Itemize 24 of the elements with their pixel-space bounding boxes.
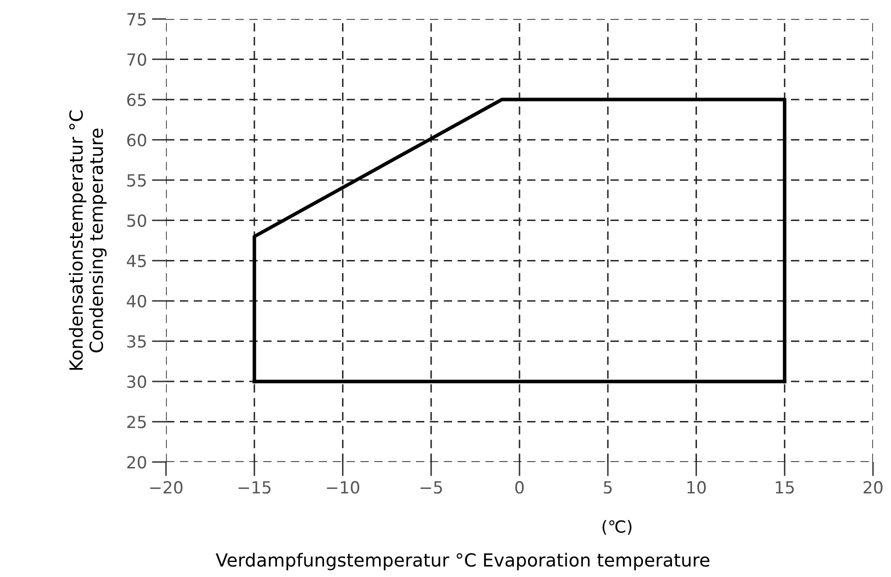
x-tick-label: −20 (150, 481, 182, 494)
y-tick-label: 60 (127, 134, 146, 146)
y-tick-label: 50 (127, 214, 146, 227)
x-tick-label: −10 (326, 481, 360, 494)
text: (℃) (602, 520, 632, 535)
y-tick-label: 30 (127, 375, 146, 388)
x-tick-label: −15 (238, 481, 271, 494)
x-tick-label: 5 (604, 481, 612, 494)
y-tick-label: 40 (126, 294, 146, 308)
y-tick-label: 65 (127, 94, 146, 106)
y-tick-label: 45 (126, 254, 146, 268)
y-tick-label: 55 (127, 174, 146, 187)
x-tick-label: −5 (420, 481, 442, 494)
y-tick-label: 75 (127, 13, 146, 26)
x-tick-label: 15 (776, 481, 794, 494)
x-tick-label: 10 (687, 481, 706, 494)
y-tick-label: 35 (127, 335, 146, 348)
y-tick-label: 70 (127, 53, 146, 66)
y-tick-label: 20 (127, 456, 146, 469)
y-axis-title: Kondensationstemperatur °C Condensing temperature (68, 110, 107, 370)
y-tick-label: 25 (127, 416, 146, 428)
x-tick-label: 20 (864, 481, 882, 494)
x-axis-title: Verdampfungstemperatur °C Evaporation temperature (216, 552, 710, 570)
x-tick-label: 0 (515, 481, 524, 494)
